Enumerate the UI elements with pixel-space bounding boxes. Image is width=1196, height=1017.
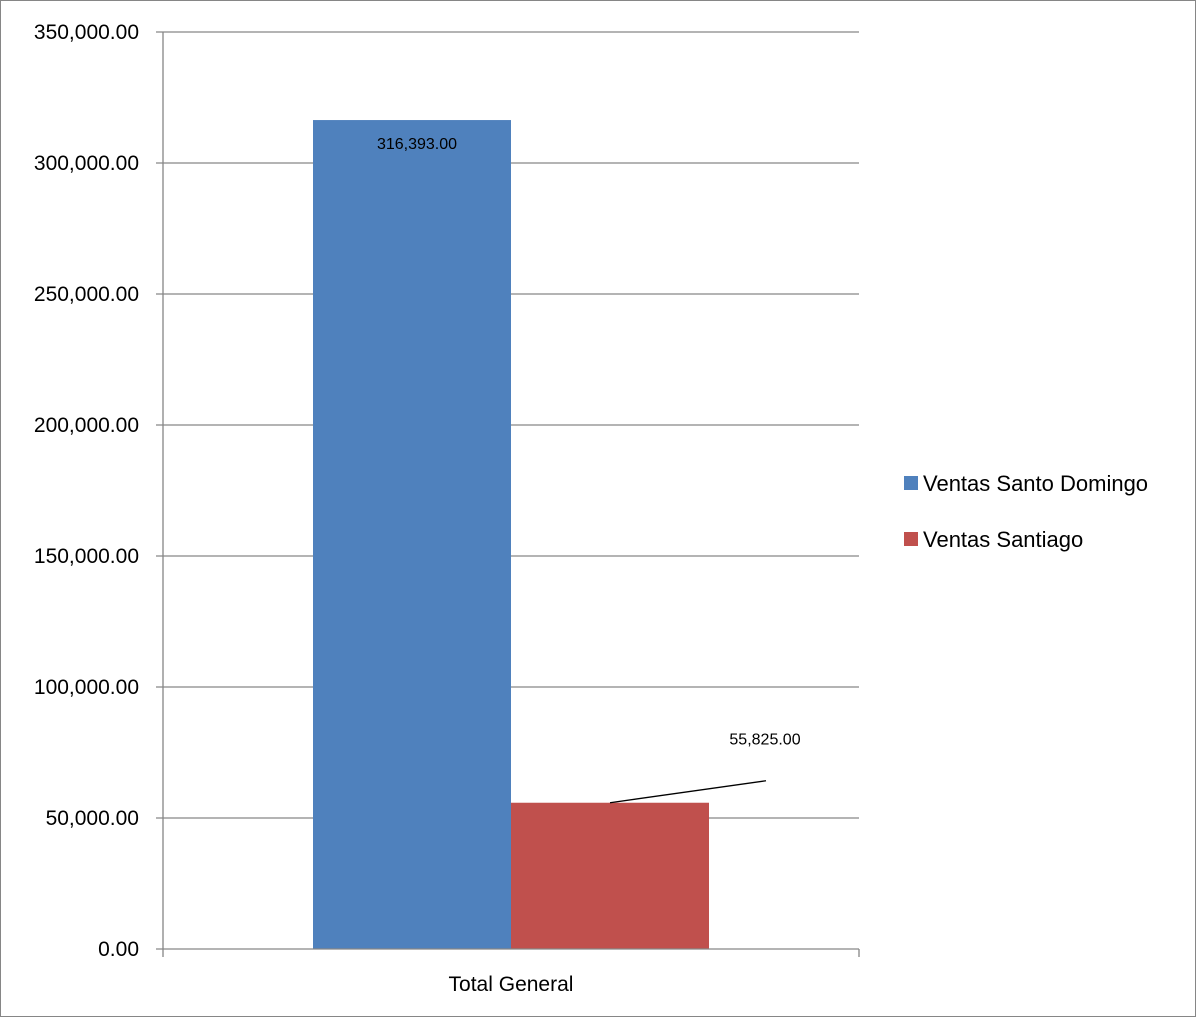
data-label-leader-line bbox=[609, 780, 767, 804]
y-tick-label: 150,000.00 bbox=[34, 545, 139, 568]
y-tick-label: 50,000.00 bbox=[46, 807, 139, 830]
x-category-labels: Total General bbox=[449, 973, 574, 996]
y-tick-label: 300,000.00 bbox=[34, 152, 139, 175]
bars bbox=[313, 120, 709, 949]
data-label: 316,393.00 bbox=[377, 136, 457, 153]
legend-swatch bbox=[904, 532, 918, 546]
legend-label: Ventas Santo Domingo bbox=[923, 471, 1148, 496]
axes bbox=[156, 32, 860, 957]
y-tick-label: 100,000.00 bbox=[34, 676, 139, 699]
y-tick-label: 200,000.00 bbox=[34, 414, 139, 437]
legend-swatch bbox=[904, 476, 918, 490]
y-tick-labels: 0.00 50,000.00 100,000.00 150,000.00 200,000… bbox=[34, 21, 139, 961]
y-tick-label: 350,000.00 bbox=[34, 21, 139, 44]
legend: Ventas Santo Domingo Ventas Santiago bbox=[904, 471, 1148, 552]
y-tick-label: 250,000.00 bbox=[34, 283, 139, 306]
legend-label: Ventas Santiago bbox=[923, 527, 1083, 552]
bar-ventas-santiago bbox=[511, 802, 709, 949]
data-label: 55,825.00 bbox=[729, 732, 800, 749]
data-labels: 316,393.00 55,825.00 bbox=[377, 136, 801, 804]
y-tick-label: 0.00 bbox=[98, 938, 139, 961]
x-category-label: Total General bbox=[449, 973, 574, 996]
bar-ventas-santo-domingo bbox=[313, 120, 511, 949]
